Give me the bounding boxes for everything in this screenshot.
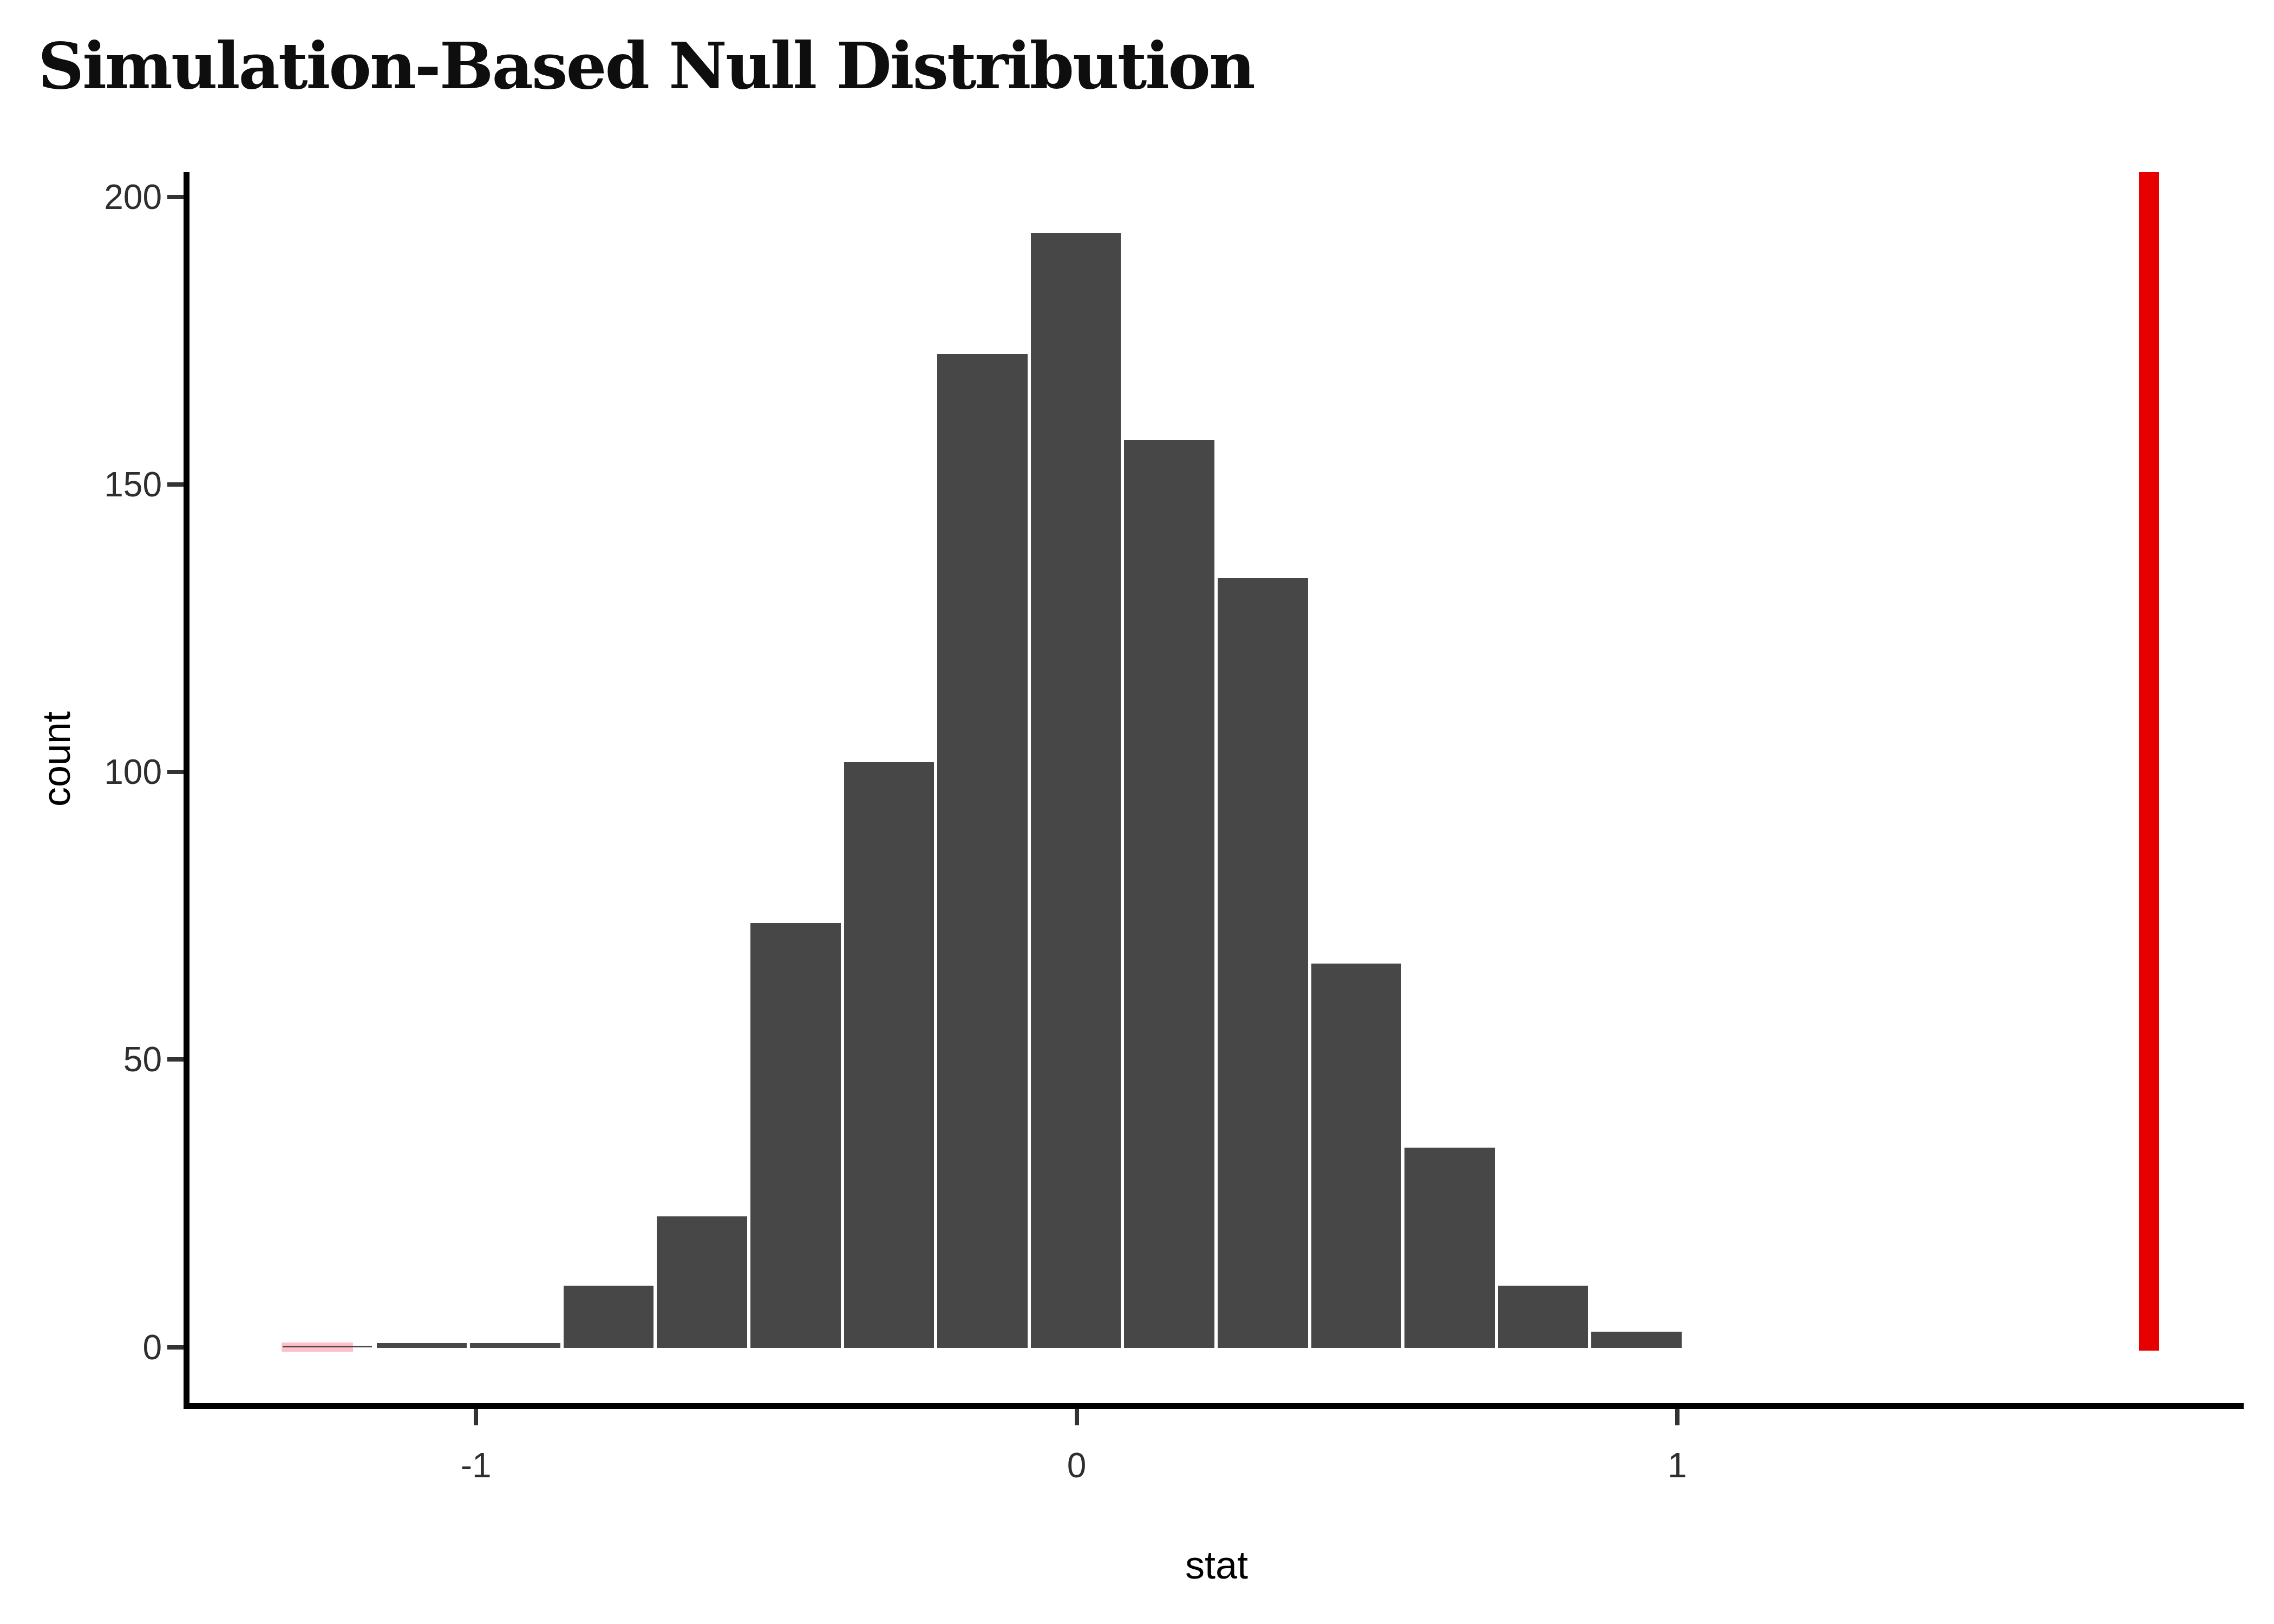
y-tick-mark [167,195,184,199]
x-tick-mark [1675,1409,1680,1425]
y-tick-mark [167,1057,184,1062]
y-tick-mark [167,1345,184,1350]
y-tick-label: 0 [21,1329,162,1366]
x-tick-mark [1075,1409,1079,1425]
histogram-bar [562,1284,655,1348]
x-tick-mark [474,1409,478,1425]
histogram-bar [1122,438,1216,1348]
shade-marker-line [283,1346,372,1348]
x-tick-label: 1 [1612,1447,1742,1484]
x-axis-title: stat [1108,1543,1325,1587]
histogram-bar [1310,962,1403,1348]
histogram-bar [842,761,936,1348]
histogram-bar [468,1341,562,1348]
histogram-bar [1029,231,1122,1347]
x-tick-label: -1 [411,1447,541,1484]
y-tick-mark [167,482,184,487]
null-distribution-figure: Simulation-Based Null Distribution 0 50 1 0… [0,0,2274,1624]
y-tick-mark [167,770,184,774]
histogram-bar [1497,1284,1590,1348]
y-tick-label: 200 [21,179,162,215]
y-axis-title: count [34,711,79,807]
histogram-bar [375,1341,468,1348]
chart-title: Simulation-Based Null Distribution [38,28,1254,103]
histogram-bar [749,921,842,1347]
observed-stat-line [2139,172,2159,1351]
x-axis-line [184,1403,2244,1409]
histogram-bar [936,352,1029,1348]
y-axis-line [184,172,190,1409]
histogram-bar [1403,1146,1497,1348]
histogram-bar [1590,1330,1683,1348]
histogram-bar [655,1215,749,1347]
y-tick-label: 50 [21,1041,162,1078]
x-tick-label: 0 [1012,1447,1142,1484]
histogram-bar [1216,577,1310,1348]
y-tick-label: 150 [21,466,162,503]
